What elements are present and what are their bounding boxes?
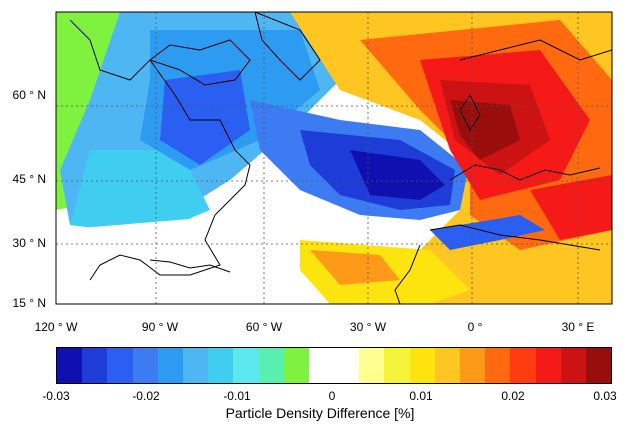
- field-cyan-na-south: [70, 150, 210, 235]
- colorbar-swatch: [434, 348, 460, 383]
- coast-north-america: [69, 19, 251, 281]
- colorbar-swatch: [359, 348, 385, 383]
- colorbar-tick: -0.02: [132, 389, 160, 403]
- coast-greenland: [254, 12, 321, 81]
- lon-label-60w: 60 ° W: [245, 320, 283, 334]
- coast-africa-north: [429, 224, 601, 251]
- field-blue-med: [430, 215, 545, 250]
- lat-label-45n: 45 ° N: [12, 172, 46, 186]
- colorbar-swatch: [334, 348, 360, 383]
- data-field: [56, 12, 612, 304]
- colorbar-tick: -0.03: [42, 389, 70, 403]
- gridlines: [56, 12, 612, 304]
- colorbar-swatch: [258, 348, 284, 383]
- lat-label-60n: 60 ° N: [12, 88, 46, 102]
- colorbar-swatch: [308, 348, 335, 383]
- colorbar: [56, 347, 612, 384]
- colorbar-swatch: [157, 348, 183, 383]
- colorbar-tick: 0.02: [501, 389, 525, 403]
- field-darkblue-canada: [160, 70, 250, 165]
- colorbar-swatch: [409, 348, 435, 383]
- lon-label-30e: 30 ° E: [561, 320, 595, 334]
- colorbar-title: Particle Density Difference [%]: [225, 405, 415, 421]
- coast-hudson: [148, 39, 251, 86]
- field-navy-atlantic: [350, 150, 445, 200]
- colorbar-tick: 0: [328, 389, 336, 403]
- colorbar-swatch: [82, 348, 108, 383]
- colorbar-swatch: [535, 348, 561, 383]
- colorbar-swatch: [384, 348, 410, 383]
- coast-caribbean: [149, 259, 231, 273]
- colorbar-swatch: [132, 348, 158, 383]
- coast-europe-south: [449, 164, 601, 181]
- coast-britain: [459, 94, 481, 131]
- colorbar-swatch: [485, 348, 511, 383]
- colorbar-swatch: [233, 348, 259, 383]
- map-frame: [55, 11, 613, 305]
- lat-label-30n: 30 ° N: [12, 236, 46, 250]
- colorbar-swatch: [585, 348, 612, 383]
- lon-label-90w: 90 ° W: [141, 320, 179, 334]
- colorbar-swatch: [107, 348, 133, 383]
- coastlines: [69, 12, 612, 304]
- colorbar-tick: -0.01: [223, 389, 251, 403]
- colorbar-tick: 0.03: [593, 389, 617, 403]
- colorbar-swatch: [182, 348, 209, 383]
- colorbar-swatch: [460, 348, 486, 383]
- colorbar-swatch: [283, 348, 309, 383]
- field-orange-africa: [310, 250, 400, 285]
- lon-label-120w: 120 ° W: [34, 320, 78, 334]
- colorbar-swatch: [510, 348, 536, 383]
- colorbar-tick: 0.01: [409, 389, 433, 403]
- coast-africa-west: [394, 244, 421, 304]
- field-maroon-core: [450, 100, 520, 160]
- colorbar-swatch: [560, 348, 586, 383]
- field-red-southeast: [530, 175, 612, 240]
- colorbar-swatch: [208, 348, 234, 383]
- colorbar-swatch: [57, 348, 83, 383]
- lon-label-0: 0 °: [467, 320, 483, 334]
- coast-scandinavia: [459, 39, 612, 61]
- lat-label-15n: 15 ° N: [12, 296, 46, 310]
- lon-label-30w: 30 ° W: [349, 320, 387, 334]
